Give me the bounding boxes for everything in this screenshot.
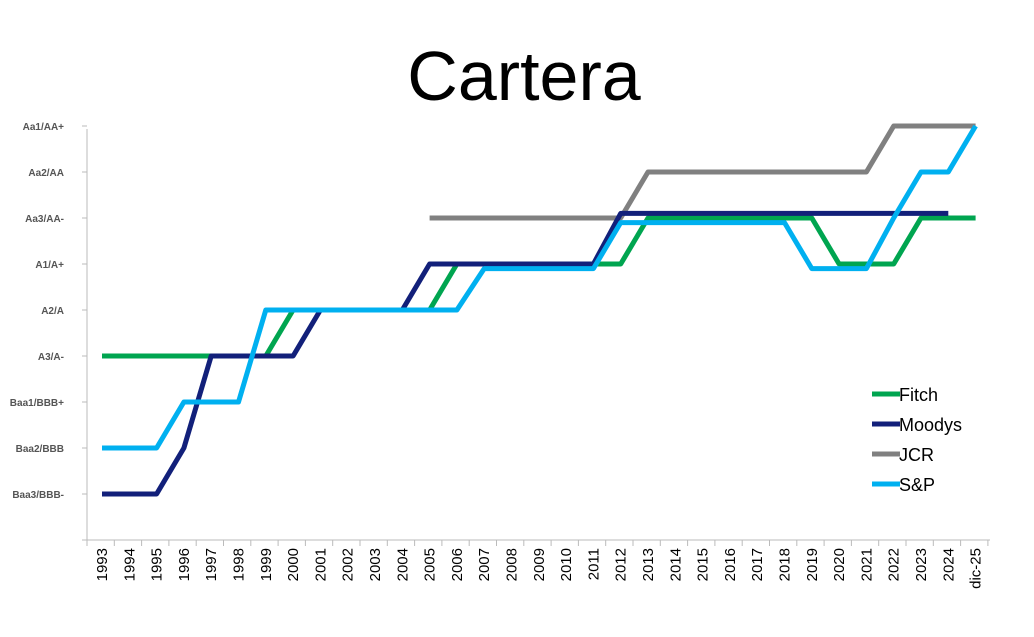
series-line-s-p <box>102 124 978 451</box>
x-tick-label: 2015 <box>695 548 712 581</box>
series-line-jcr <box>429 123 976 221</box>
x-tick-label: 1993 <box>94 548 111 581</box>
x-tick-label: 2009 <box>531 548 548 581</box>
x-tick-label: dic-25 <box>968 548 985 589</box>
x-tick-label: 1996 <box>176 548 193 581</box>
x-tick-label: 2007 <box>476 548 493 581</box>
x-tick-label: 1998 <box>231 548 248 581</box>
y-tick-label: A3/A- <box>38 352 64 363</box>
y-tick-label: Aa3/AA- <box>25 214 64 225</box>
x-tick-label: 2019 <box>804 548 821 581</box>
chart-title: Cartera <box>407 37 640 115</box>
x-tick-label: 2003 <box>367 548 384 581</box>
y-tick-label: Baa3/BBB- <box>12 490 64 501</box>
legend-label-fitch: Fitch <box>899 385 938 405</box>
x-tick-label: 2016 <box>722 548 739 581</box>
x-tick-label: 2010 <box>558 548 575 581</box>
series-line-moodys <box>102 210 949 497</box>
x-tick-label: 2022 <box>886 548 903 581</box>
y-tick-label: A1/A+ <box>35 260 64 271</box>
x-tick-label: 2018 <box>777 548 794 581</box>
y-axis-ticks: Baa3/BBB- Baa2/BBB Baa1/BBB+ A3/A- A2/A A1/A+… <box>10 122 87 541</box>
x-tick-label: 2001 <box>312 548 329 581</box>
x-tick-label: 2000 <box>285 548 302 581</box>
x-tick-label: 1997 <box>203 548 220 581</box>
y-tick-label: Aa2/AA <box>28 168 64 179</box>
x-tick-label: 2020 <box>831 548 848 581</box>
x-tick-label: 1999 <box>258 548 275 581</box>
x-axis-ticks: 1993 1994 1995 1996 1997 1998 1999 2000 2001 2002… <box>86 540 989 589</box>
x-tick-label: 2005 <box>422 548 439 581</box>
x-tick-label: 2017 <box>749 548 766 581</box>
x-tick-label: 2011 <box>585 548 602 580</box>
y-tick-label: Baa2/BBB <box>16 444 64 455</box>
series-line-fitch <box>102 215 976 359</box>
x-tick-label: 2014 <box>667 548 684 581</box>
y-tick-label: Baa1/BBB+ <box>10 398 64 409</box>
x-tick-label: 2004 <box>394 548 411 581</box>
legend-label-jcr: JCR <box>899 445 934 465</box>
x-tick-label: 2021 <box>858 548 875 581</box>
x-tick-label: 2012 <box>613 548 630 581</box>
x-tick-label: 2013 <box>640 548 657 581</box>
series-lines <box>102 123 978 497</box>
x-tick-label: 2008 <box>504 548 521 581</box>
x-tick-label: 2023 <box>913 548 930 581</box>
x-tick-label: 2006 <box>449 548 466 581</box>
x-tick-label: 2024 <box>940 548 957 581</box>
legend-label-moodys: Moodys <box>899 415 962 435</box>
y-tick-label: Aa1/AA+ <box>23 122 65 133</box>
legend-label-s-p: S&P <box>899 475 935 495</box>
x-tick-label: 2002 <box>340 548 357 581</box>
x-tick-label: 1995 <box>149 548 166 581</box>
y-tick-label: A2/A <box>41 306 64 317</box>
x-tick-label: 1994 <box>121 548 138 581</box>
legend: Fitch Moodys JCR S&P <box>872 385 962 495</box>
